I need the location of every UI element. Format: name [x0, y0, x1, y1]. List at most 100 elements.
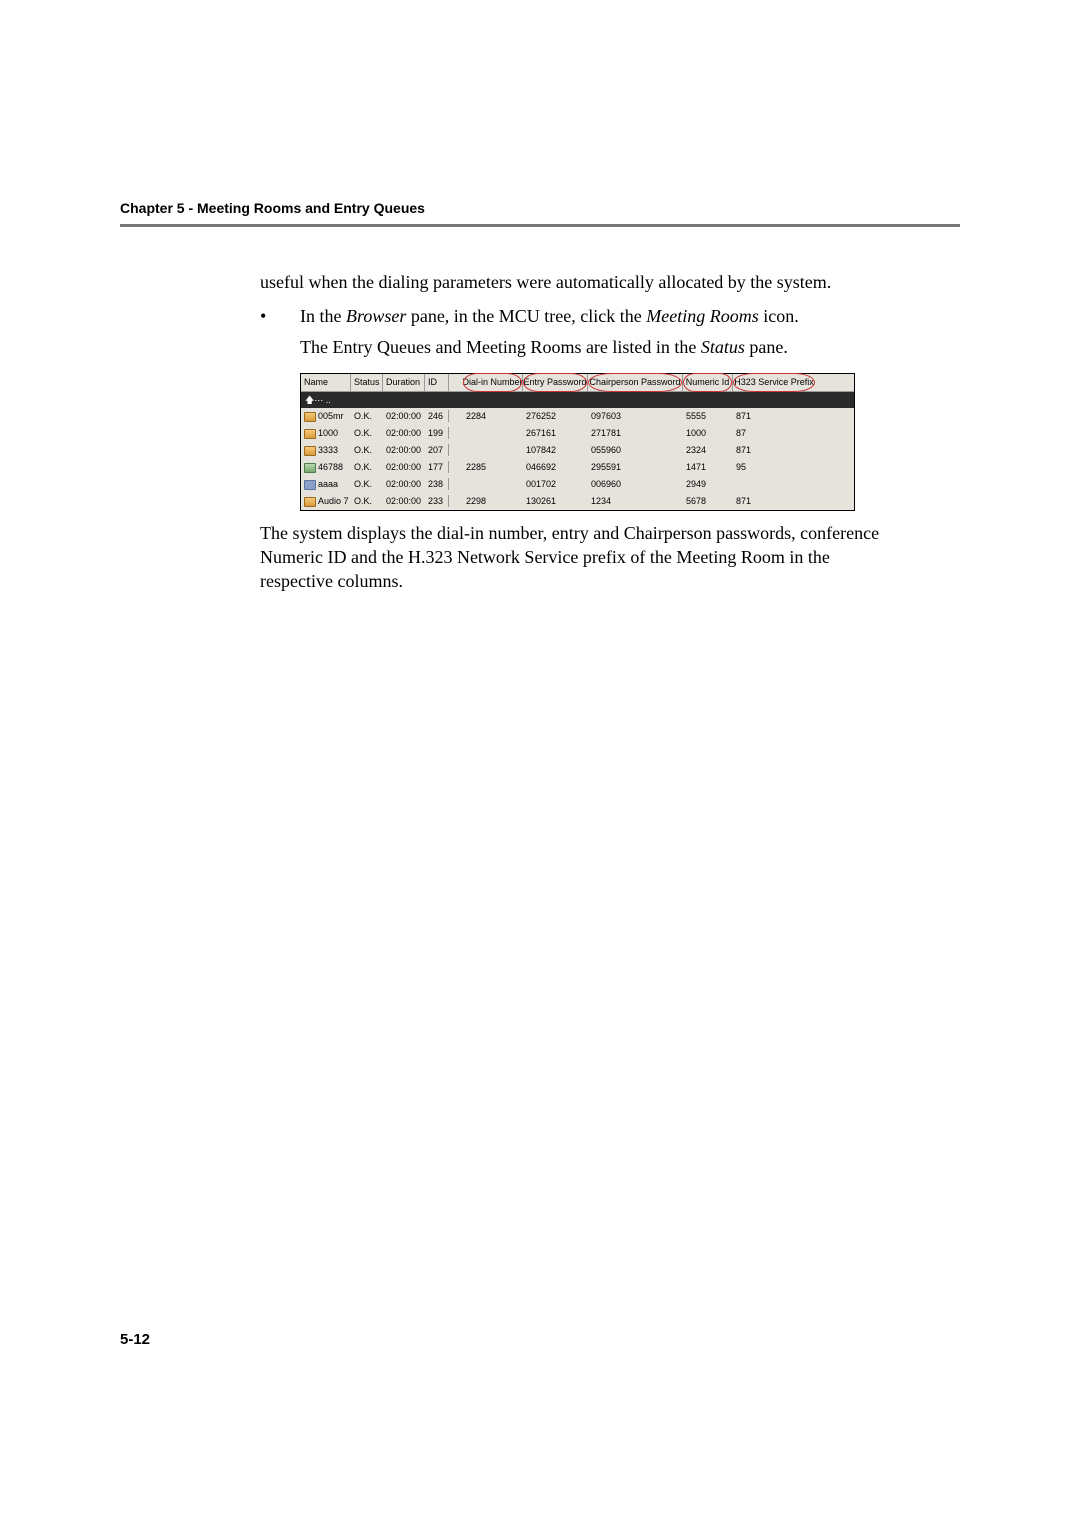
bullet-item: • In the Browser pane, in the MCU tree, …	[260, 304, 900, 359]
cell-numeric-id-text: 5555	[686, 411, 706, 421]
bullet-line-1: In the Browser pane, in the MCU tree, cl…	[300, 304, 900, 328]
cell-numeric-id-text: 2324	[686, 445, 706, 455]
cell-entry-password: 130261	[523, 495, 588, 507]
cell-name: 005mr	[301, 410, 351, 422]
cell-duration: 02:00:00	[383, 461, 425, 473]
cell-status: O.K.	[351, 495, 383, 507]
cell-duration: 02:00:00	[383, 427, 425, 439]
intro-paragraph: useful when the dialing parameters were …	[260, 270, 900, 294]
cell-chair-password-text: 006960	[591, 479, 621, 489]
cell-name-text: 005mr	[318, 411, 344, 421]
cell-name: Audio 7	[301, 495, 351, 507]
cell-h323-prefix-text: 95	[736, 462, 746, 472]
cell-id: 233	[425, 495, 449, 507]
cell-duration: 02:00:00	[383, 495, 425, 507]
cell-h323-prefix: 871	[733, 444, 815, 456]
col-header-name[interactable]: Name	[301, 374, 351, 391]
status-pane-screenshot: Name Status Duration ID Dial-in Number E…	[300, 373, 855, 511]
cell-chair-password: 271781	[588, 427, 683, 439]
table-row[interactable]: 3333O.K.02:00:002071078420559602324871	[301, 442, 854, 459]
cell-chair-password-text: 1234	[591, 496, 611, 506]
cell-status: O.K.	[351, 461, 383, 473]
cell-chair-password-text: 055960	[591, 445, 621, 455]
cell-status-text: O.K.	[354, 479, 372, 489]
cell-h323-prefix-text: 87	[736, 428, 746, 438]
cell-dial-in: 2298	[463, 495, 523, 507]
cell-id: 238	[425, 478, 449, 490]
cell-name-text: aaaa	[318, 479, 338, 489]
cell-name: aaaa	[301, 478, 351, 490]
cell-duration-text: 02:00:00	[386, 479, 421, 489]
cell-duration: 02:00:00	[383, 410, 425, 422]
cell-chair-password-text: 097603	[591, 411, 621, 421]
cell-duration-text: 02:00:00	[386, 462, 421, 472]
text: pane, in the MCU tree, click the	[406, 306, 646, 326]
cell-chair-password: 055960	[588, 444, 683, 456]
cell-name: 46788	[301, 461, 351, 473]
cell-duration-text: 02:00:00	[386, 428, 421, 438]
cell-h323-prefix-text: 871	[736, 411, 751, 421]
col-header-entry-password[interactable]: Entry Password	[523, 374, 588, 391]
page-header: Chapter 5 - Meeting Rooms and Entry Queu…	[120, 200, 960, 227]
text: icon.	[759, 306, 799, 326]
col-header-chair-password[interactable]: Chairperson Password	[588, 374, 683, 391]
meeting-room-icon	[304, 480, 316, 490]
cell-dial-in: 2285	[463, 461, 523, 473]
col-header-numeric-label: Numeric Id	[686, 376, 730, 388]
col-header-dial-in[interactable]: Dial-in Number	[463, 374, 523, 391]
meeting-room-icon	[304, 446, 316, 456]
cell-id-text: 199	[428, 428, 443, 438]
header-rule	[120, 224, 960, 227]
cell-status: O.K.	[351, 478, 383, 490]
col-header-h323-prefix[interactable]: H323 Service Prefix	[733, 374, 815, 391]
col-header-duration[interactable]: Duration	[383, 374, 425, 391]
cell-numeric-id: 2949	[683, 478, 733, 490]
meeting-room-icon	[304, 463, 316, 473]
cell-duration: 02:00:00	[383, 444, 425, 456]
cell-id: 199	[425, 427, 449, 439]
cell-numeric-id: 2324	[683, 444, 733, 456]
text: pane.	[745, 337, 788, 357]
cell-entry-password-text: 267161	[526, 428, 556, 438]
meeting-room-icon	[304, 429, 316, 439]
cell-chair-password: 1234	[588, 495, 683, 507]
text: The Entry Queues and Meeting Rooms are l…	[300, 337, 701, 357]
cell-duration-text: 02:00:00	[386, 411, 421, 421]
cell-status-text: O.K.	[354, 411, 372, 421]
cell-name-text: Audio 7	[318, 496, 349, 506]
cell-h323-prefix-text: 871	[736, 445, 751, 455]
cell-chair-password-text: 295591	[591, 462, 621, 472]
bullet-text: In the Browser pane, in the MCU tree, cl…	[300, 304, 900, 359]
cell-status-text: O.K.	[354, 462, 372, 472]
col-header-entry-label: Entry Password	[523, 376, 586, 388]
table-row[interactable]: 46788O.K.02:00:0017722850466922955911471…	[301, 459, 854, 476]
table-row[interactable]: 1000O.K.02:00:00199267161271781100087	[301, 425, 854, 442]
col-header-id[interactable]: ID	[425, 374, 449, 391]
toolbar-strip: 🡅⋯ ..	[301, 392, 854, 408]
cell-h323-prefix: 871	[733, 410, 815, 422]
cell-status: O.K.	[351, 427, 383, 439]
cell-status-text: O.K.	[354, 496, 372, 506]
cell-h323-prefix-text: 871	[736, 496, 751, 506]
col-header-numeric-id[interactable]: Numeric Id	[683, 374, 733, 391]
cell-entry-password-text: 001702	[526, 479, 556, 489]
cell-numeric-id-text: 1471	[686, 462, 706, 472]
cell-id-text: 177	[428, 462, 443, 472]
status-italic: Status	[701, 337, 745, 357]
meeting-room-icon	[304, 497, 316, 507]
table-row[interactable]: Audio 7 O.K. 02:00:00233 2298130261 1234 5678…	[301, 493, 854, 510]
cell-duration-text: 02:00:00	[386, 445, 421, 455]
cell-status-text: O.K.	[354, 428, 372, 438]
table-row[interactable]: 005mrO.K.02:00:0024622842762520976035555…	[301, 408, 854, 425]
cell-h323-prefix: 87	[733, 427, 815, 439]
cell-name-text: 3333	[318, 445, 338, 455]
table-row[interactable]: aaaa O.K. 02:00:00 238 001702 006960 2949	[301, 476, 854, 493]
cell-numeric-id: 5555	[683, 410, 733, 422]
cell-numeric-id: 5678	[683, 495, 733, 507]
cell-numeric-id-text: 5678	[686, 496, 706, 506]
page-number: 5-12	[120, 1331, 150, 1348]
cell-dial-in: 2284	[463, 410, 523, 422]
cell-entry-password-text: 130261	[526, 496, 556, 506]
cell-numeric-id-text: 1000	[686, 428, 706, 438]
col-header-status[interactable]: Status	[351, 374, 383, 391]
